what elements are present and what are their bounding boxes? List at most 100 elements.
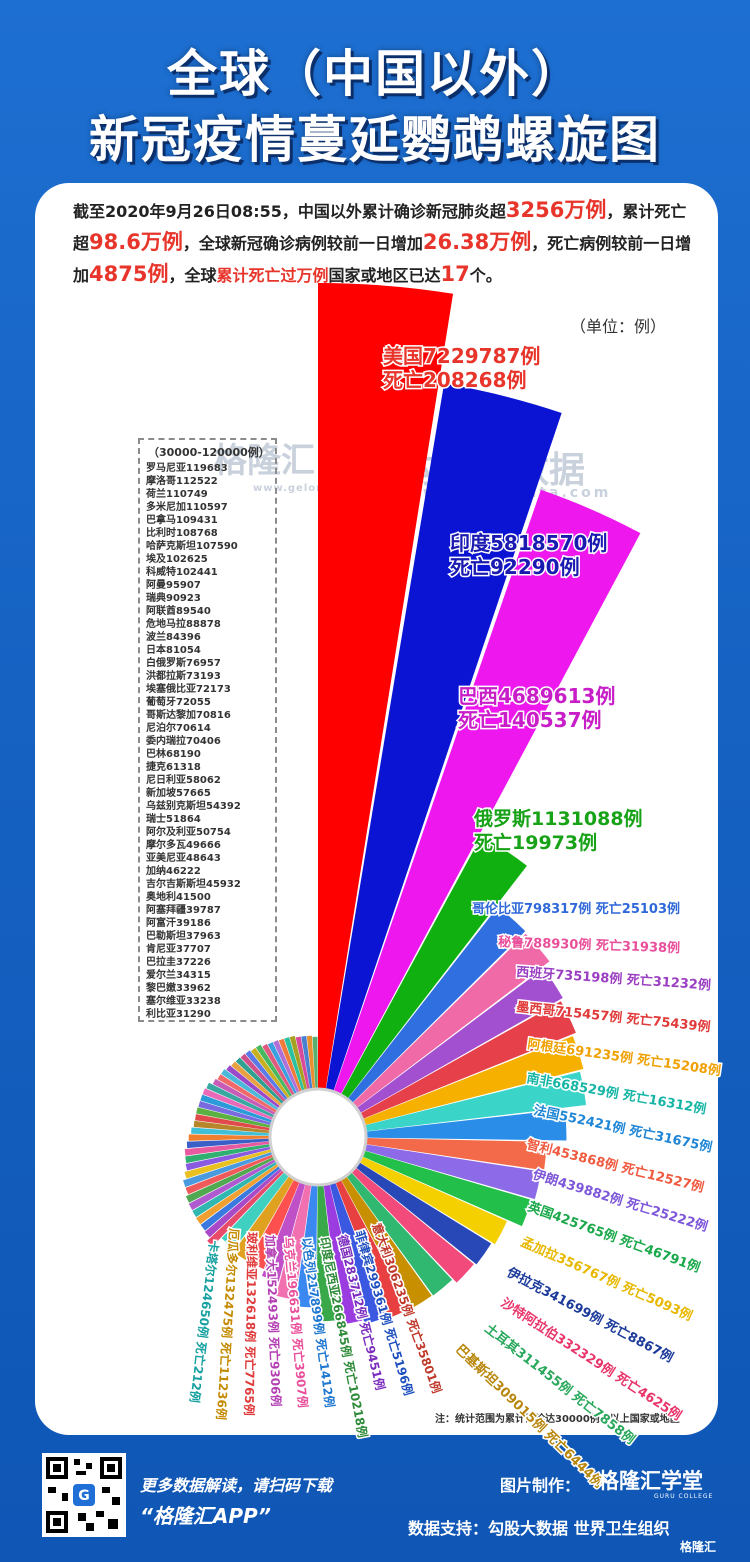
slice-small-4: [192, 1161, 278, 1218]
legend-item: 阿曼95907: [146, 580, 201, 591]
page-title-line2: 新冠疫情蔓延鹦鹉螺旋图: [89, 111, 661, 169]
summary-part: ，全球: [168, 266, 217, 285]
legend-item: 吉尔吉斯斯坦45932: [146, 879, 241, 890]
legend-item: 奥地利41500: [146, 892, 211, 903]
legend-item: 阿塞拜疆39787: [146, 905, 221, 916]
legend-item: 阿联酋89540: [146, 606, 211, 617]
legend-item: 比利时108768: [146, 528, 218, 539]
summary-text: 截至2020年9月26日08:55，中国以外累计确诊新冠肺炎超3256万例，累计…: [73, 195, 693, 291]
slice-small-0: [207, 1169, 285, 1247]
legend-item: 塞尔维亚33238: [146, 996, 221, 1007]
big-label-death: 死亡19973例: [474, 831, 597, 854]
legend-item: 哥斯达黎加70816: [146, 710, 231, 721]
legend-item: 埃塞俄比亚72173: [146, 684, 231, 695]
summary-highlight: 98.6万例: [89, 230, 183, 254]
slice-巴西: [333, 489, 641, 1095]
qr-code-icon[interactable]: G: [42, 1453, 126, 1537]
right-label-0: 哥伦比亚798317例 死亡25103例: [472, 901, 680, 917]
unit-label: （单位：例）: [569, 317, 666, 336]
slice-南非: [364, 1071, 587, 1132]
slice-small-33: [262, 1043, 295, 1097]
slice-small-11: [185, 1143, 271, 1164]
footer-brand-sub: GURU COLLEGE: [654, 1493, 714, 1500]
footer-cta: 更多数据解读，请扫码下载: [140, 1476, 333, 1495]
slice-美国: [318, 283, 454, 1090]
big-label-death: 死亡208268例: [383, 368, 527, 392]
slice-small-12: [184, 1141, 271, 1156]
legend-item: 巴拉圭37226: [146, 957, 211, 968]
legend-item: 亚美尼亚48643: [146, 853, 221, 864]
big-label-name: 俄罗斯1131088例: [473, 807, 643, 830]
footer-made-by: 图片制作：: [500, 1476, 581, 1495]
legend-item: 科威特102441: [146, 567, 218, 578]
slice-俄罗斯: [340, 836, 527, 1099]
slice-玻利维亚: [248, 1178, 300, 1269]
legend-item: 巴勒斯坦37963: [146, 931, 221, 942]
slice-土耳其: [346, 1171, 453, 1296]
legend-item: 乌兹别克斯坦54392: [146, 801, 241, 812]
slice-small-31: [250, 1047, 291, 1100]
legend-item: 危地马拉88878: [146, 619, 221, 630]
footnote: 注：统计范围为累计确诊达30000例及以上国家或地区: [435, 1414, 680, 1425]
summary-highlight: 4875例: [89, 262, 169, 286]
summary-part: 国家或地区已达: [328, 266, 441, 285]
slice-small-42: [312, 1036, 318, 1090]
slice-small-23: [212, 1078, 277, 1116]
summary-highlight: 3256万例: [505, 198, 607, 222]
slice-small-36: [278, 1038, 303, 1093]
slice-印度尼西亚: [316, 1184, 339, 1322]
footer-corner-logo: 格隆汇: [680, 1540, 717, 1554]
slice-small-41: [306, 1035, 316, 1090]
slice-哥伦比亚: [347, 906, 526, 1104]
slice-英国: [361, 1150, 532, 1227]
slice-small-28: [235, 1057, 285, 1105]
legend-item: 肯尼亚37707: [146, 944, 211, 955]
slice-small-26: [226, 1065, 281, 1109]
legend-item: 摩尔多瓦49666: [146, 840, 221, 851]
slice-small-27: [231, 1061, 283, 1107]
legend-item: 爱尔兰34315: [146, 970, 211, 981]
slice-孟加拉: [359, 1156, 508, 1245]
big-label-death: 死亡92290例: [450, 555, 580, 579]
legend-item: 罗马尼亚119683: [146, 463, 228, 474]
slice-small-35: [273, 1040, 300, 1094]
legend-item: 捷克61318: [146, 762, 201, 773]
summary-part: ，全球新冠确诊病例较前一日增加: [182, 234, 423, 253]
legend-item: 哈萨克斯坦107590: [146, 541, 238, 552]
summary-highlight: 17: [440, 262, 470, 286]
slice-small-32: [255, 1044, 293, 1098]
summary-part: 截至2020年9月26日08:55，中国以外累计确诊新冠肺炎超: [73, 202, 506, 221]
summary-part: ，死亡病例较前一日增加: [73, 234, 692, 285]
slice-small-21: [202, 1088, 274, 1121]
footer-app-name: “格隆汇APP”: [140, 1504, 271, 1528]
slice-伊拉克: [355, 1162, 492, 1265]
slice-small-19: [198, 1101, 273, 1126]
small-country-legend: （30000-120000例） 罗马尼亚119683 摩洛哥112522 荷兰110…: [138, 438, 277, 1022]
legend-item: 阿尔及利亚50754: [146, 827, 231, 838]
legend-item: 黎巴嫩33962: [146, 983, 211, 994]
slice-small-22: [206, 1082, 276, 1118]
summary-part: 个。: [469, 266, 502, 285]
slice-small-2: [200, 1165, 282, 1231]
summary-part: ，累计死亡超: [73, 202, 687, 253]
slice-small-6: [185, 1156, 276, 1203]
slice-small-20: [200, 1094, 273, 1123]
slice-秘鲁: [352, 933, 550, 1108]
legend-item: 白俄罗斯76957: [146, 658, 221, 669]
big-label-name: 印度5818570例: [450, 531, 607, 555]
slice-印度: [325, 383, 562, 1092]
bottom-label-7: 玻利维亚132618例 死亡7765例: [242, 1232, 260, 1416]
slice-以色列: [295, 1184, 318, 1308]
slice-small-9: [184, 1149, 273, 1179]
slice-small-1: [204, 1167, 283, 1238]
legend-item: 巴拿马109431: [146, 515, 218, 526]
slice-small-13: [186, 1138, 271, 1149]
center-hole: [268, 1087, 368, 1187]
slice-small-17: [195, 1114, 271, 1131]
svg-text:G: G: [78, 1488, 90, 1504]
slice-small-5: [188, 1159, 277, 1211]
legend-item: 加纳46222: [146, 866, 201, 877]
legend-item: 瑞士51864: [146, 814, 201, 825]
slice-small-16: [193, 1120, 271, 1134]
legend-item: 阿富汗39186: [146, 918, 211, 929]
